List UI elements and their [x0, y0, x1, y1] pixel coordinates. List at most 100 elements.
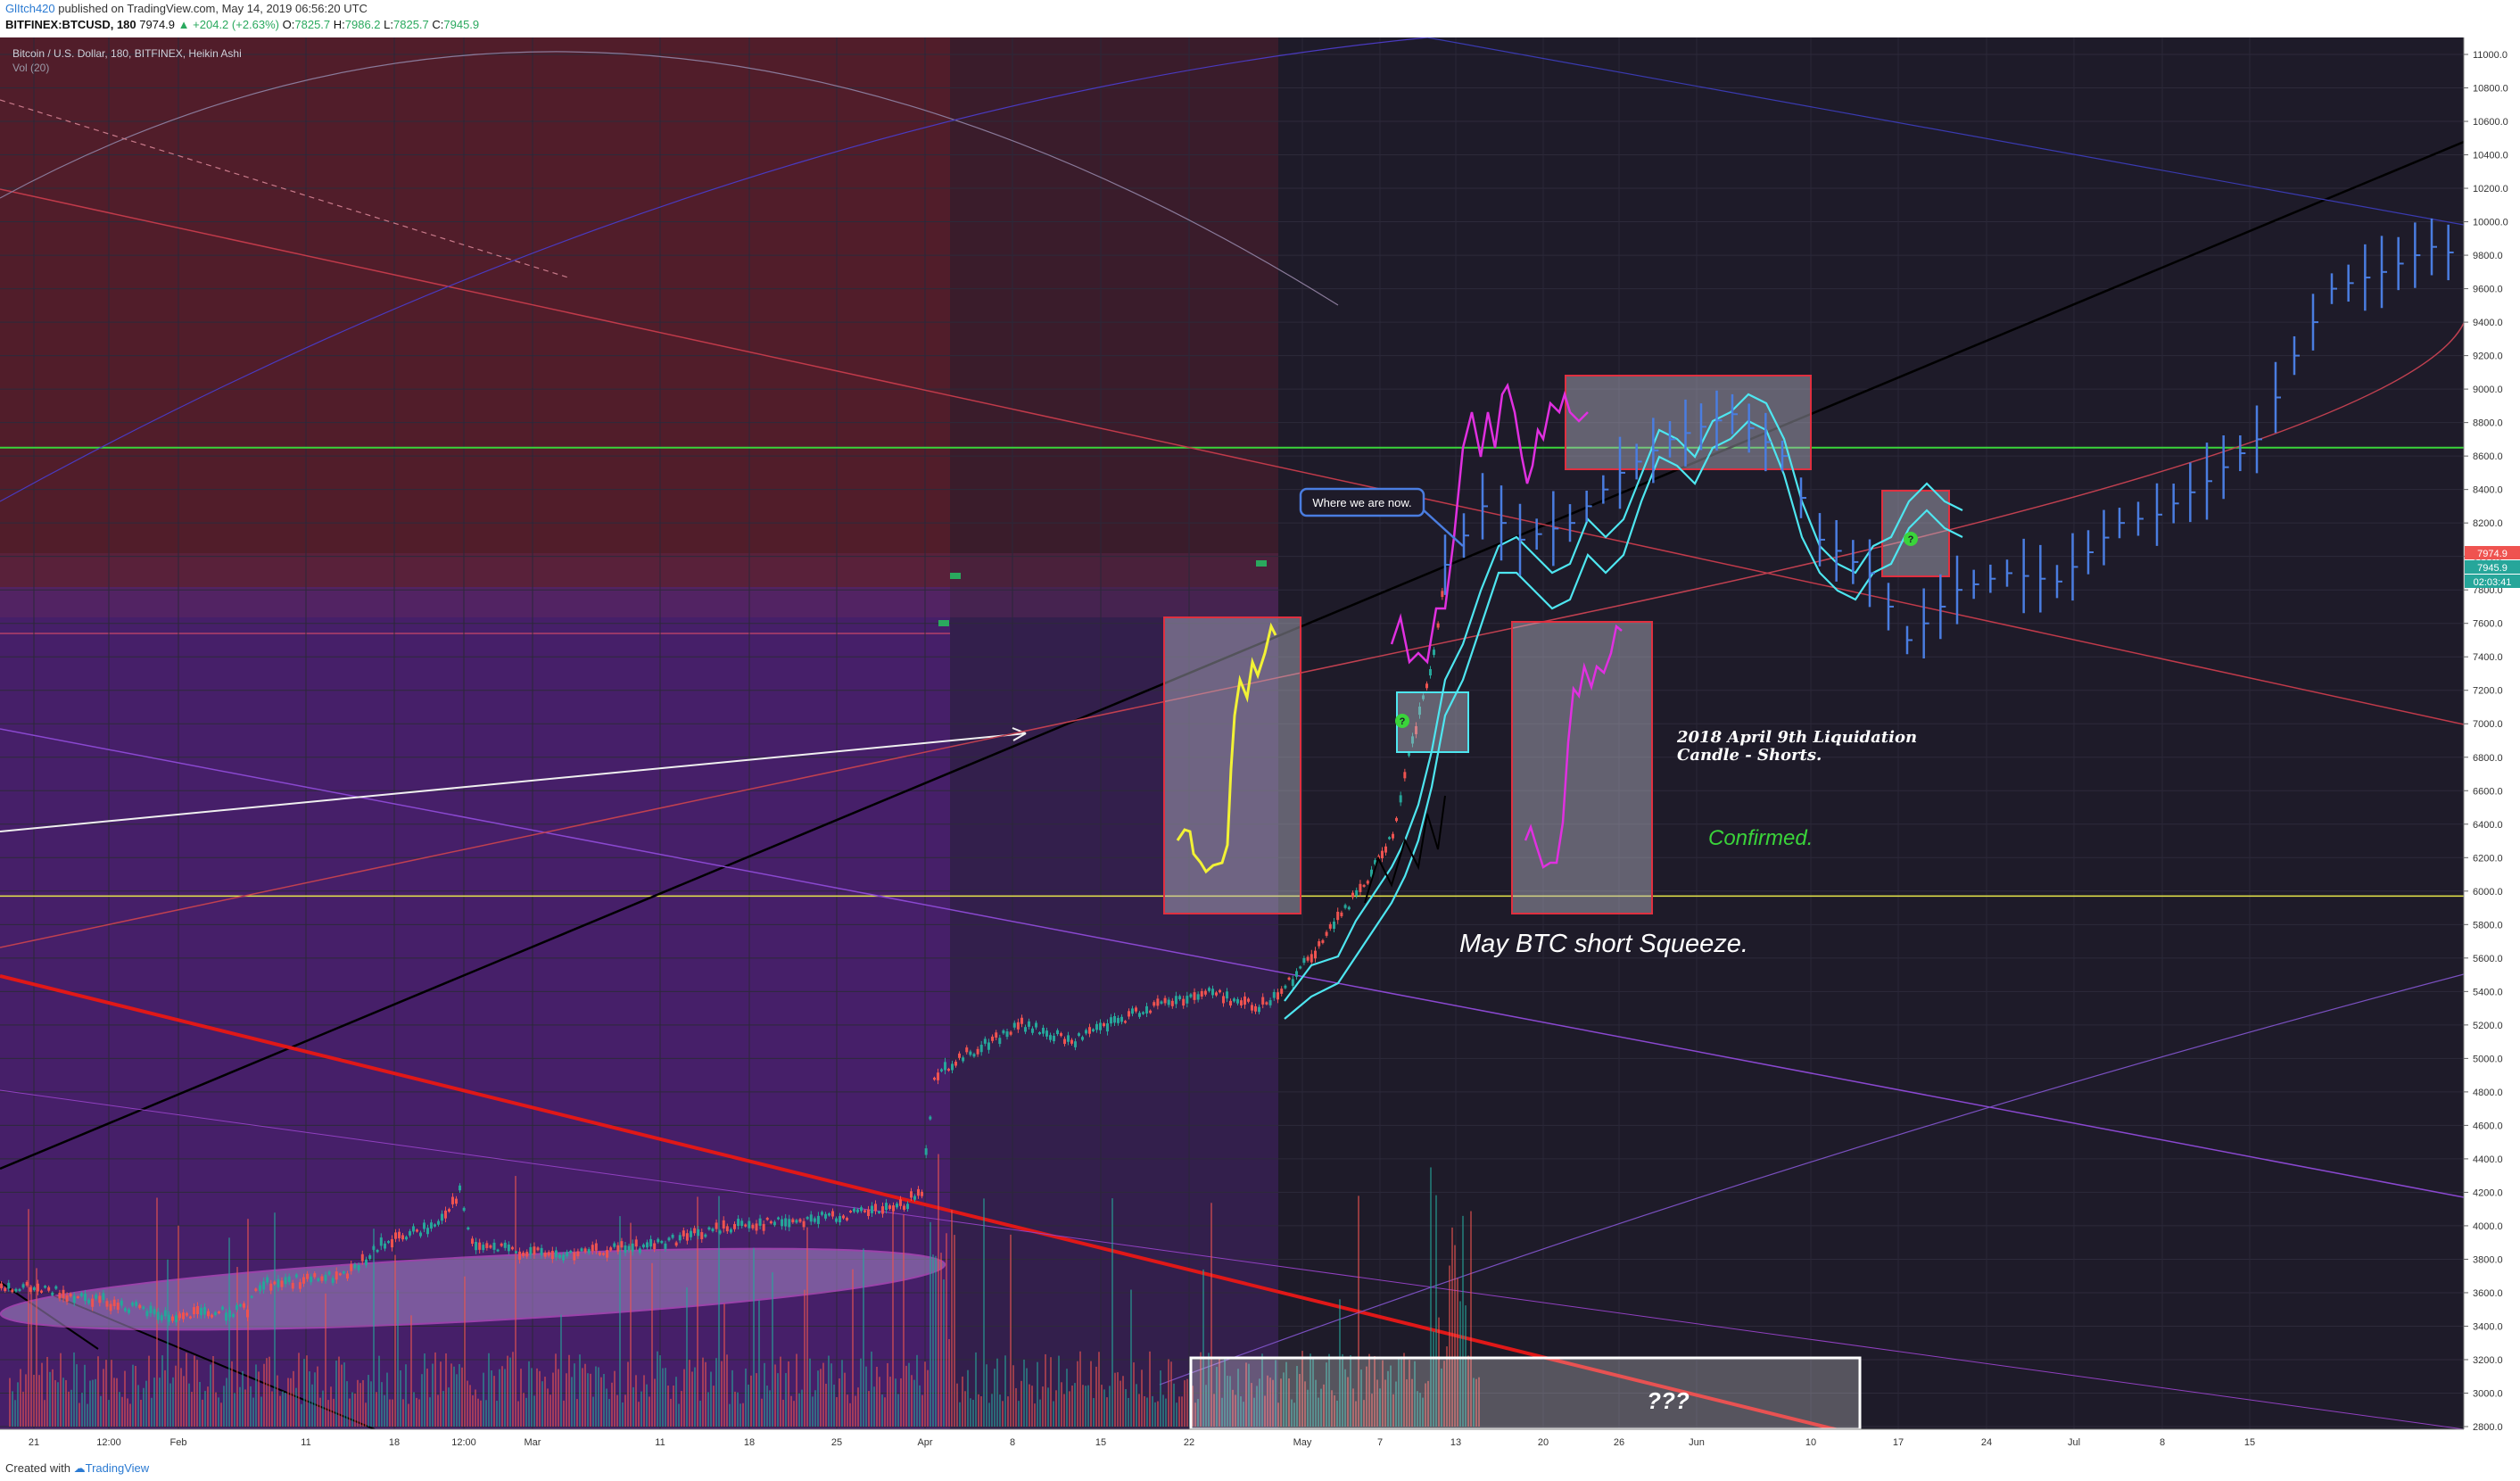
candle-body	[1063, 1038, 1066, 1045]
volume-bar	[1232, 1389, 1234, 1427]
volume-bar	[1446, 1346, 1448, 1427]
volume-bar	[1186, 1378, 1188, 1427]
candle-body	[430, 1222, 433, 1229]
candle-body	[58, 1293, 62, 1299]
volume-bar	[723, 1303, 725, 1427]
volume-bar	[169, 1383, 171, 1427]
candle-body	[547, 1252, 550, 1256]
volume-bar	[381, 1382, 383, 1427]
volume-bar	[1411, 1378, 1413, 1427]
volume-bar	[520, 1369, 522, 1427]
volume-bar	[528, 1361, 530, 1427]
volume-bar	[448, 1387, 450, 1427]
volume-bar	[796, 1353, 797, 1427]
candle-body	[163, 1310, 167, 1317]
volume-bar	[681, 1391, 682, 1427]
y-tick-label: 3800.0	[2473, 1254, 2503, 1265]
volume-bar	[830, 1363, 832, 1427]
candle-body	[1254, 1005, 1257, 1012]
volume-bar	[354, 1393, 356, 1427]
candle-body	[1362, 884, 1366, 887]
candle-body	[503, 1242, 507, 1248]
candle-body	[156, 1311, 160, 1320]
volume-bar	[895, 1378, 896, 1427]
candle-body	[729, 1229, 732, 1233]
volume-bar	[905, 1365, 907, 1427]
y-tick-label: 10200.0	[2473, 184, 2508, 194]
volume-bar	[1221, 1397, 1223, 1427]
candle-body	[54, 1286, 58, 1289]
volume-bar	[549, 1394, 551, 1427]
candle-body	[562, 1254, 566, 1261]
volume-bar	[1216, 1367, 1218, 1427]
volume-bar	[1154, 1402, 1156, 1427]
volume-bar	[606, 1388, 607, 1427]
y-tick-label: 7000.0	[2473, 719, 2503, 730]
volume-bar	[1451, 1227, 1453, 1427]
volume-bar	[1256, 1386, 1258, 1427]
candle-body	[482, 1245, 485, 1251]
volume-bar	[228, 1237, 230, 1427]
time-axis[interactable]	[0, 1429, 2464, 1456]
candle-body	[131, 1303, 135, 1306]
volume-bar	[737, 1392, 739, 1427]
y-tick-label: 10400.0	[2473, 151, 2508, 161]
volume-bar	[1050, 1357, 1052, 1427]
volume-bar	[849, 1402, 851, 1427]
x-tick-label: 15	[2244, 1437, 2255, 1448]
volume-bar	[1208, 1353, 1210, 1427]
tradingview-link[interactable]: TradingView	[85, 1461, 150, 1475]
small-marker	[950, 573, 961, 579]
candle-body	[558, 1254, 561, 1258]
y-tick-label: 6400.0	[2473, 820, 2503, 831]
volume-bar	[1301, 1351, 1303, 1427]
volume-bar	[408, 1403, 409, 1427]
candle-body	[338, 1273, 342, 1276]
author-link[interactable]: GlItch420	[5, 2, 55, 15]
candle-body	[221, 1306, 224, 1310]
price-chart[interactable]: ?? Where we are now. 2018 April 9th Liqui…	[0, 37, 2520, 1456]
candle-body	[954, 1062, 957, 1066]
y-tick-label: 8800.0	[2473, 418, 2503, 429]
candle-body	[631, 1243, 634, 1252]
volume-bar	[884, 1397, 886, 1427]
volume-bar	[250, 1386, 252, 1427]
candle-body	[317, 1278, 320, 1281]
volume-bar	[137, 1385, 139, 1427]
x-tick-label: 8	[2160, 1437, 2165, 1448]
volume-bar	[1031, 1386, 1033, 1427]
candle-body	[1395, 817, 1398, 822]
candle-body	[653, 1243, 657, 1250]
volume-bar	[614, 1370, 616, 1427]
volume-bar	[1055, 1390, 1057, 1427]
volume-bar	[397, 1289, 399, 1427]
magenta-fractal-box-fill	[1512, 622, 1652, 914]
candle-body	[462, 1207, 466, 1212]
volume-bar	[100, 1395, 102, 1427]
volume-bar	[788, 1361, 789, 1427]
candle-body	[543, 1252, 547, 1257]
volume-bar	[654, 1378, 656, 1427]
volume-bar	[319, 1397, 321, 1427]
volume-bar	[828, 1355, 830, 1427]
chart-header: GlItch420 published on TradingView.com, …	[0, 0, 2520, 37]
candle-body	[239, 1304, 242, 1307]
volume-bar	[579, 1354, 581, 1427]
volume-bar	[258, 1371, 260, 1427]
volume-bar	[143, 1387, 145, 1427]
volume-bar	[491, 1370, 492, 1427]
volume-bar	[124, 1370, 126, 1427]
price-axis[interactable]	[2464, 37, 2520, 1456]
volume-bar	[1178, 1396, 1180, 1427]
candle-body	[171, 1316, 174, 1321]
unknown-note: ???	[1647, 1387, 1690, 1414]
close-price-label: 7945.9	[2477, 563, 2508, 574]
candle-body	[434, 1224, 436, 1227]
chart-legend-title: Bitcoin / U.S. Dollar, 180, BITFINEX, He…	[12, 47, 242, 60]
volume-bar	[22, 1391, 24, 1427]
candle-body	[871, 1205, 873, 1213]
candle-body	[368, 1255, 372, 1259]
candle-body	[737, 1219, 740, 1227]
candle-body	[1299, 966, 1302, 969]
volume-bar	[1435, 1195, 1437, 1427]
